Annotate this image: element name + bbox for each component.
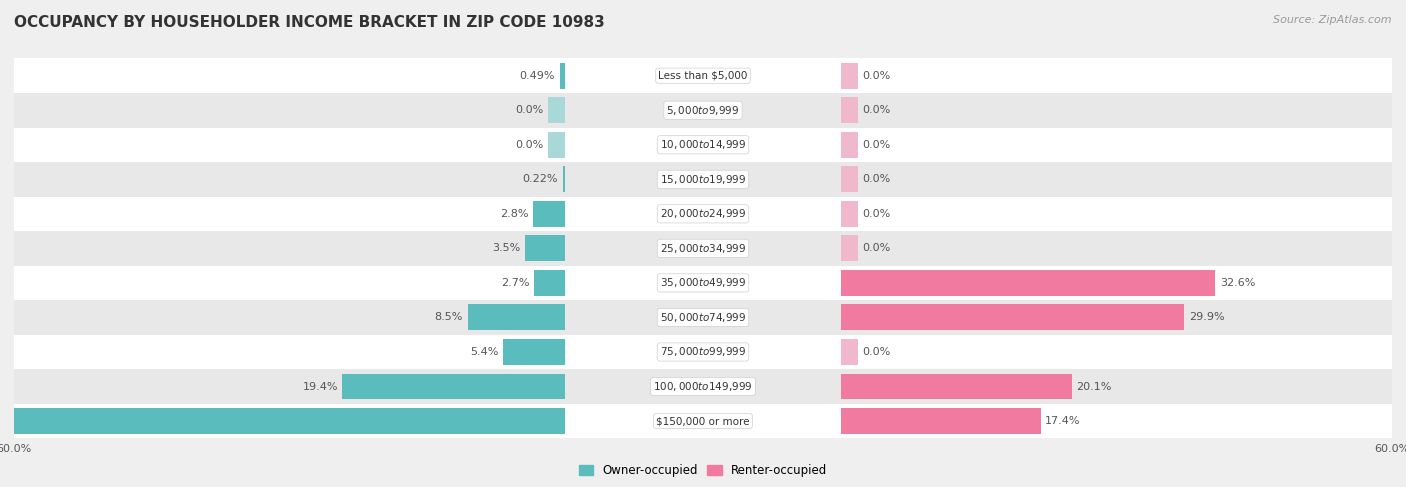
Bar <box>841 132 858 158</box>
Text: 3.5%: 3.5% <box>492 244 520 253</box>
Text: 0.0%: 0.0% <box>863 244 891 253</box>
Text: $10,000 to $14,999: $10,000 to $14,999 <box>659 138 747 151</box>
Text: 2.8%: 2.8% <box>501 209 529 219</box>
Bar <box>468 304 565 330</box>
Text: $50,000 to $74,999: $50,000 to $74,999 <box>659 311 747 324</box>
Bar <box>14 335 1392 369</box>
Text: 0.0%: 0.0% <box>515 105 543 115</box>
Bar <box>14 93 1392 128</box>
Text: 0.0%: 0.0% <box>863 174 891 184</box>
Bar <box>14 300 1392 335</box>
Bar <box>14 197 1392 231</box>
Bar <box>841 97 858 123</box>
Text: 0.0%: 0.0% <box>515 140 543 150</box>
Bar <box>14 128 1392 162</box>
Bar <box>841 304 1184 330</box>
Bar <box>560 63 565 89</box>
Bar <box>14 162 1392 197</box>
Text: 0.0%: 0.0% <box>863 105 891 115</box>
Bar <box>524 235 565 262</box>
Bar <box>534 270 565 296</box>
Text: $150,000 or more: $150,000 or more <box>657 416 749 426</box>
Bar <box>14 404 1392 438</box>
Text: Less than $5,000: Less than $5,000 <box>658 71 748 81</box>
Bar <box>841 235 858 262</box>
Bar <box>533 201 565 227</box>
Bar <box>841 339 858 365</box>
Bar <box>562 167 565 192</box>
Bar <box>841 201 858 227</box>
Text: 5.4%: 5.4% <box>470 347 499 357</box>
Text: 0.0%: 0.0% <box>863 140 891 150</box>
Text: 0.0%: 0.0% <box>863 71 891 81</box>
Bar <box>841 270 1215 296</box>
Text: 29.9%: 29.9% <box>1188 313 1225 322</box>
Bar <box>841 167 858 192</box>
Legend: Owner-occupied, Renter-occupied: Owner-occupied, Renter-occupied <box>574 459 832 482</box>
Bar <box>343 374 565 399</box>
Text: $5,000 to $9,999: $5,000 to $9,999 <box>666 104 740 117</box>
Bar <box>841 63 858 89</box>
Text: 19.4%: 19.4% <box>302 381 337 392</box>
Text: $15,000 to $19,999: $15,000 to $19,999 <box>659 173 747 186</box>
Text: $25,000 to $34,999: $25,000 to $34,999 <box>659 242 747 255</box>
Bar <box>0 408 565 434</box>
Text: $100,000 to $149,999: $100,000 to $149,999 <box>654 380 752 393</box>
Text: 8.5%: 8.5% <box>434 313 463 322</box>
Bar <box>548 97 565 123</box>
Text: 0.0%: 0.0% <box>863 209 891 219</box>
Bar <box>841 408 1040 434</box>
Text: 0.49%: 0.49% <box>519 71 555 81</box>
Bar <box>548 132 565 158</box>
Text: 0.22%: 0.22% <box>523 174 558 184</box>
Bar <box>14 58 1392 93</box>
Text: $20,000 to $24,999: $20,000 to $24,999 <box>659 207 747 220</box>
Text: Source: ZipAtlas.com: Source: ZipAtlas.com <box>1274 15 1392 25</box>
Bar <box>503 339 565 365</box>
Text: $35,000 to $49,999: $35,000 to $49,999 <box>659 277 747 289</box>
Text: $75,000 to $99,999: $75,000 to $99,999 <box>659 345 747 358</box>
Bar <box>14 265 1392 300</box>
Text: 0.0%: 0.0% <box>863 347 891 357</box>
Bar <box>14 369 1392 404</box>
Text: OCCUPANCY BY HOUSEHOLDER INCOME BRACKET IN ZIP CODE 10983: OCCUPANCY BY HOUSEHOLDER INCOME BRACKET … <box>14 15 605 30</box>
Text: 32.6%: 32.6% <box>1219 278 1256 288</box>
Text: 20.1%: 20.1% <box>1076 381 1112 392</box>
Bar <box>841 374 1071 399</box>
Bar <box>14 231 1392 265</box>
Text: 2.7%: 2.7% <box>501 278 530 288</box>
Text: 17.4%: 17.4% <box>1045 416 1081 426</box>
